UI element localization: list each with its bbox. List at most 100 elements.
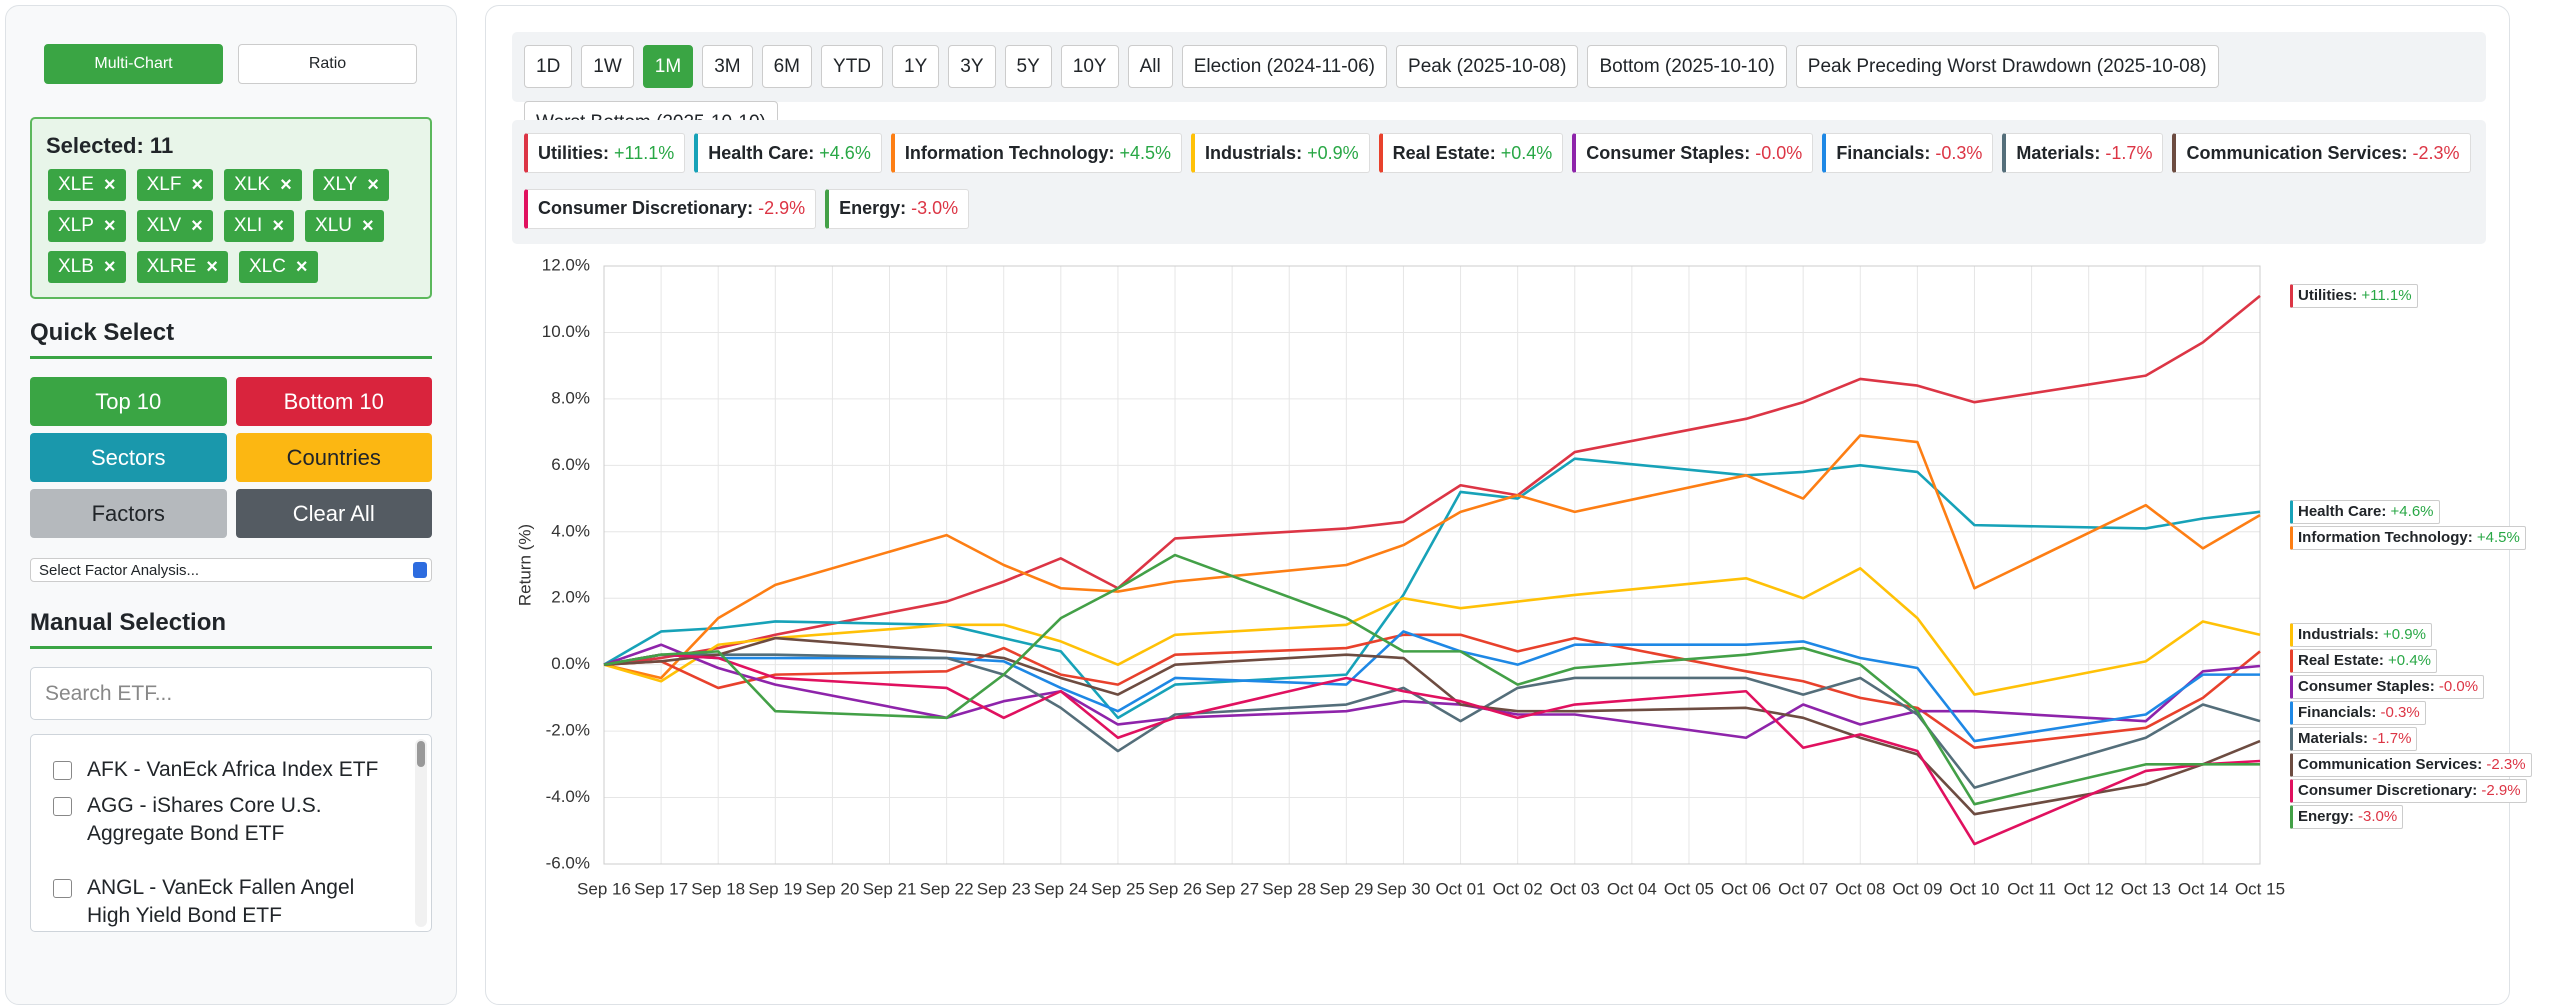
series-name: Financials [2298, 704, 2381, 721]
etf-item[interactable]: ANGL - VanEck Fallen Angel High Yield Bo… [87, 876, 355, 927]
legend-item[interactable]: Consumer Staples-0.0% [1572, 133, 1814, 173]
ticker-chip[interactable]: XLP [48, 210, 126, 242]
quick-button[interactable]: Sectors [30, 433, 227, 482]
ticker-chip[interactable]: XLV [136, 210, 213, 242]
change-label: -2.3% [2486, 756, 2526, 774]
series-name: Utilities [538, 143, 614, 164]
series-name: Real Estate [1393, 143, 1501, 164]
series-name: Health Care [2298, 503, 2391, 520]
legend-item[interactable]: Materials-1.7% [2002, 133, 2164, 173]
range-button[interactable]: YTD [821, 45, 884, 88]
quick-buttons: Top 10 Bottom 10 Sectors Countries Factors Cl… [30, 377, 432, 538]
change-label: -0.0% [1755, 142, 1803, 163]
series-name: Financials [1836, 143, 1935, 164]
quick-button[interactable]: Top 10 [30, 377, 227, 426]
range-button[interactable]: 1Y [892, 45, 940, 88]
series-name: Information Technology [2298, 529, 2477, 546]
range-button[interactable]: All [1127, 45, 1173, 88]
end-label: Real Estate+0.4% [2290, 648, 2437, 673]
change-label: -1.7% [2372, 730, 2412, 748]
change-label: -0.3% [1935, 142, 1983, 163]
change-label: +4.5% [1119, 142, 1172, 163]
change-label: -3.0% [2358, 808, 2398, 826]
series-name: Materials [2016, 143, 2105, 164]
ticker-chip[interactable]: XLF [136, 169, 214, 201]
ticker-chip[interactable]: XLRE [136, 251, 228, 283]
ticker-chip[interactable]: XLB [48, 251, 126, 283]
end-label: Health Care+4.6% [2290, 499, 2440, 524]
view-toggle: Multi-Chart Ratio [44, 44, 424, 84]
legend-item[interactable]: Energy-3.0% [825, 188, 970, 229]
ticker-chip[interactable]: XLU [305, 210, 384, 242]
end-label: Communication Services-2.3% [2290, 752, 2532, 777]
section-title: Quick Select [30, 319, 432, 359]
checkbox[interactable] [53, 761, 72, 780]
section-title: Manual Selection [30, 609, 432, 649]
etf-list: AFK - VanEck Africa Index ETF AGG - iShar… [30, 734, 432, 932]
quick-button[interactable]: Countries [235, 433, 432, 482]
range-button[interactable]: 10Y [1060, 45, 1119, 88]
legend: Utilities+11.1%Health Care+4.6%Informati… [512, 120, 2486, 244]
checkbox[interactable] [53, 797, 72, 816]
end-label: Consumer Discretionary-2.9% [2290, 778, 2527, 803]
etf-item[interactable]: AFK - VanEck Africa Index ETF [87, 758, 379, 781]
ticker-chip[interactable]: XLC [238, 251, 318, 283]
change-label: -2.9% [758, 198, 806, 218]
legend-item[interactable]: Health Care+4.6% [694, 133, 882, 173]
end-label: Information Technology+4.5% [2290, 525, 2526, 550]
legend-item[interactable]: Communication Services-2.3% [2172, 133, 2471, 173]
legend-item[interactable]: Industrials+0.9% [1191, 133, 1370, 173]
range-button[interactable]: 5Y [1004, 45, 1052, 88]
change-label: +11.1% [2361, 287, 2412, 305]
selected-box: Selected: 11 XLE XLF XLK XLY XLP XLV XLI XLU XLB… [30, 117, 432, 299]
range-button[interactable]: 3Y [948, 45, 996, 88]
range-button[interactable]: Election (2024-11-06) [1181, 45, 1388, 88]
range-button[interactable]: Peak Preceding Worst Drawdown (2025-10-0… [1795, 45, 2219, 88]
range-button[interactable]: Peak (2025-10-08) [1396, 45, 1579, 88]
ticker-chip[interactable]: XLK [224, 169, 302, 201]
quick-button[interactable]: Bottom 10 [235, 377, 432, 426]
scrollbar[interactable] [415, 739, 427, 927]
series-name: Information Technology [905, 143, 1120, 164]
series-name: Industrials [2298, 626, 2383, 643]
range-button[interactable]: 3M [702, 45, 753, 88]
legend-item[interactable]: Real Estate+0.4% [1378, 133, 1564, 173]
legend-item[interactable]: Consumer Discretionary-2.9% [524, 188, 817, 229]
quick-button[interactable]: Factors [30, 489, 227, 538]
change-label: +0.9% [1307, 142, 1359, 163]
end-label: Materials-1.7% [2290, 726, 2418, 751]
etf-item[interactable]: AGG - iShares Core U.S. Aggregate Bond E… [87, 794, 322, 845]
range-button[interactable]: 1D [524, 45, 573, 88]
ticker-chips: XLE XLF XLK XLY XLP XLV XLI XLU XLB XLRE XLC [48, 169, 408, 283]
series-name: Consumer Staples [2298, 678, 2439, 695]
range-button[interactable]: Bottom (2025-10-10) [1587, 45, 1787, 88]
legend-item[interactable]: Utilities+11.1% [524, 133, 686, 173]
view-button[interactable]: Ratio [238, 44, 417, 84]
series-name: Industrials [1205, 143, 1307, 164]
ticker-chip[interactable]: XLY [312, 169, 389, 201]
range-button[interactable]: 1M [642, 45, 694, 88]
change-label: +4.5% [2476, 529, 2520, 547]
selected-count: Selected: 11 [46, 133, 174, 158]
change-label: +4.6% [2390, 503, 2434, 521]
checkbox[interactable] [53, 879, 72, 898]
legend-item[interactable]: Information Technology+4.5% [890, 133, 1183, 173]
change-label: +0.9% [2383, 626, 2426, 644]
change-label: +4.6% [819, 142, 871, 163]
view-button[interactable]: Multi-Chart [44, 44, 223, 84]
change-label: -1.7% [2105, 142, 2153, 163]
ticker-chip[interactable]: XLE [48, 169, 126, 201]
quick-button[interactable]: Clear All [235, 489, 432, 538]
search-input[interactable]: Search ETF... [30, 667, 432, 720]
series-name: Utilities [2298, 287, 2361, 304]
ticker-chip[interactable]: XLI [223, 210, 295, 242]
end-label: Energy-3.0% [2290, 804, 2404, 829]
end-label: Utilities+11.1% [2290, 283, 2418, 308]
range-button[interactable]: 6M [761, 45, 813, 88]
series-name: Real Estate [2298, 652, 2388, 669]
factor-select[interactable]: Select Factor Analysis... [30, 558, 432, 582]
legend-item[interactable]: Financials-0.3% [1822, 133, 1994, 173]
range-button[interactable]: 1W [581, 45, 634, 88]
